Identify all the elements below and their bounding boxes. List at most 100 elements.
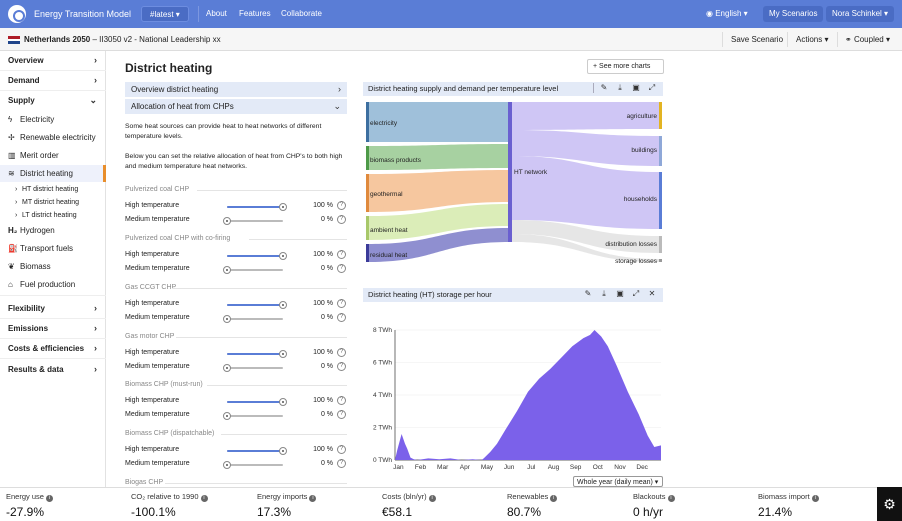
help-icon[interactable]: ? [337, 445, 346, 454]
sidebar-item-transport-fuels[interactable]: ⛽ Transport fuels [0, 240, 106, 257]
help-icon[interactable]: ? [337, 264, 346, 273]
sidebar-item-hydrogen[interactable]: H₂ Hydrogen [0, 222, 106, 239]
sidebar-item-fuel-production[interactable]: ⌂ Fuel production [0, 276, 106, 293]
slider-handle[interactable] [279, 447, 287, 455]
nav-features[interactable]: Features [239, 9, 271, 18]
sidebar-item-overview[interactable]: Overview › [0, 52, 106, 69]
slider-track[interactable] [223, 364, 283, 372]
slider-track[interactable] [227, 252, 287, 260]
node-storage-losses[interactable] [659, 259, 662, 262]
expand-icon[interactable]: ⤢ [648, 83, 656, 92]
divider [0, 358, 106, 359]
slider-track[interactable] [227, 203, 287, 211]
user-menu[interactable]: Nora Schinkel ▾ [826, 6, 895, 22]
node-buildings[interactable] [659, 136, 662, 166]
actions-dropdown[interactable]: Actions ▾ [796, 35, 829, 44]
storage-area-series[interactable] [395, 330, 661, 460]
slider-track[interactable] [227, 447, 287, 455]
kpi-renewables[interactable]: Renewables i 80.7% [507, 492, 558, 519]
node-geothermal[interactable] [366, 174, 369, 212]
node-ambient-heat[interactable] [366, 216, 369, 240]
nav-collaborate[interactable]: Collaborate [281, 9, 322, 18]
kpi-energy-use[interactable]: Energy use i -27.9% [6, 492, 53, 519]
kpi-co2[interactable]: CO₂ relative to 1990 i -100.1% [131, 492, 208, 519]
settings-gear-icon[interactable]: ⚙ [877, 487, 902, 521]
help-icon[interactable]: ? [337, 215, 346, 224]
help-icon[interactable]: ? [337, 362, 346, 371]
slider-handle[interactable] [279, 203, 287, 211]
slider-track[interactable] [223, 217, 283, 225]
help-icon[interactable]: ? [337, 410, 346, 419]
sidebar-item-lt-district-heating[interactable]: › LT district heating [0, 208, 106, 225]
slider-track[interactable] [223, 266, 283, 274]
period-dropdown[interactable]: Whole year (daily mean) ▾ [573, 476, 663, 487]
save-scenario-button[interactable]: Save Scenario [731, 35, 784, 44]
node-biomass-products[interactable] [366, 146, 369, 170]
sidebar-item-supply[interactable]: Supply ⌄ [0, 92, 106, 109]
slider-track[interactable] [227, 301, 287, 309]
my-scenarios-button[interactable]: My Scenarios [763, 6, 824, 22]
see-more-charts-button[interactable]: + See more charts [587, 59, 664, 74]
node-electricity[interactable] [366, 102, 369, 142]
slider-track[interactable] [227, 398, 287, 406]
sidebar-item-emissions[interactable]: Emissions › [0, 320, 106, 337]
slider-track[interactable] [227, 350, 287, 358]
sidebar-item-district-heating[interactable]: ≋ District heating [0, 165, 106, 182]
slider-handle[interactable] [223, 412, 231, 420]
download-icon[interactable]: ⤓ [618, 83, 622, 92]
kpi-biomass-import[interactable]: Biomass import i 21.4% [758, 492, 819, 519]
lock-icon[interactable]: ▣ [616, 289, 624, 298]
node-households[interactable] [659, 172, 662, 229]
slider-track[interactable] [223, 315, 283, 323]
pencil-icon[interactable]: ✎ [584, 289, 592, 298]
node-ht-network[interactable] [508, 102, 512, 242]
kpi-energy-imports[interactable]: Energy imports i 17.3% [257, 492, 317, 519]
help-icon[interactable]: ? [337, 201, 346, 210]
pencil-icon[interactable]: ✎ [600, 83, 608, 92]
help-icon[interactable]: ? [337, 313, 346, 322]
slider-handle[interactable] [279, 301, 287, 309]
slider-track[interactable] [223, 412, 283, 420]
help-icon[interactable]: ? [337, 299, 346, 308]
sidebar-item-mt-district-heating[interactable]: › MT district heating [0, 195, 106, 212]
sidebar-item-ht-district-heating[interactable]: › HT district heating [0, 182, 106, 199]
coupled-dropdown[interactable]: ⚭ Coupled ▾ [845, 35, 890, 44]
version-dropdown[interactable]: #latest ▾ [141, 6, 189, 22]
node-agriculture[interactable] [659, 102, 662, 129]
node-distribution-losses[interactable] [659, 236, 662, 253]
slider-track[interactable] [223, 461, 283, 469]
slider-handle[interactable] [279, 350, 287, 358]
node-residual-heat[interactable] [366, 244, 369, 262]
accordion-allocation-chp[interactable]: Allocation of heat from CHPs ⌄ [125, 99, 347, 114]
close-icon[interactable]: ✕ [648, 289, 656, 298]
slider-handle[interactable] [223, 217, 231, 225]
language-selector[interactable]: ◉ English ▾ [706, 9, 748, 18]
slider-handle[interactable] [223, 461, 231, 469]
nav-about[interactable]: About [206, 9, 227, 18]
download-icon[interactable]: ⤓ [602, 289, 606, 298]
slider-handle[interactable] [223, 315, 231, 323]
slider-handle[interactable] [223, 266, 231, 274]
sidebar-item-costs[interactable]: Costs & efficiencies › [0, 340, 106, 357]
sidebar-item-biomass[interactable]: ❦ Biomass [0, 258, 106, 275]
sidebar-item-renewable-electricity[interactable]: ✢ Renewable electricity [0, 129, 106, 146]
brand-title[interactable]: Energy Transition Model [34, 9, 132, 19]
lock-icon[interactable]: ▣ [632, 83, 640, 92]
slider-handle[interactable] [279, 398, 287, 406]
sidebar-item-results[interactable]: Results & data › [0, 361, 106, 378]
expand-icon[interactable]: ⤢ [632, 289, 640, 298]
help-icon[interactable]: ? [337, 348, 346, 357]
slider-handle[interactable] [279, 252, 287, 260]
sidebar-item-merit-order[interactable]: ▥ Merit order [0, 147, 106, 164]
kpi-blackouts[interactable]: Blackouts i 0 h/yr [633, 492, 675, 519]
etm-logo-icon[interactable] [8, 5, 26, 23]
help-icon[interactable]: ? [337, 250, 346, 259]
sidebar-item-demand[interactable]: Demand › [0, 72, 106, 89]
sidebar-item-electricity[interactable]: ϟ Electricity [0, 111, 106, 128]
kpi-costs[interactable]: Costs (bln/yr) i €58.1 [382, 492, 436, 519]
slider-handle[interactable] [223, 364, 231, 372]
accordion-overview-district-heating[interactable]: Overview district heating › [125, 82, 347, 97]
sidebar-item-flexibility[interactable]: Flexibility › [0, 300, 106, 317]
help-icon[interactable]: ? [337, 459, 346, 468]
help-icon[interactable]: ? [337, 396, 346, 405]
